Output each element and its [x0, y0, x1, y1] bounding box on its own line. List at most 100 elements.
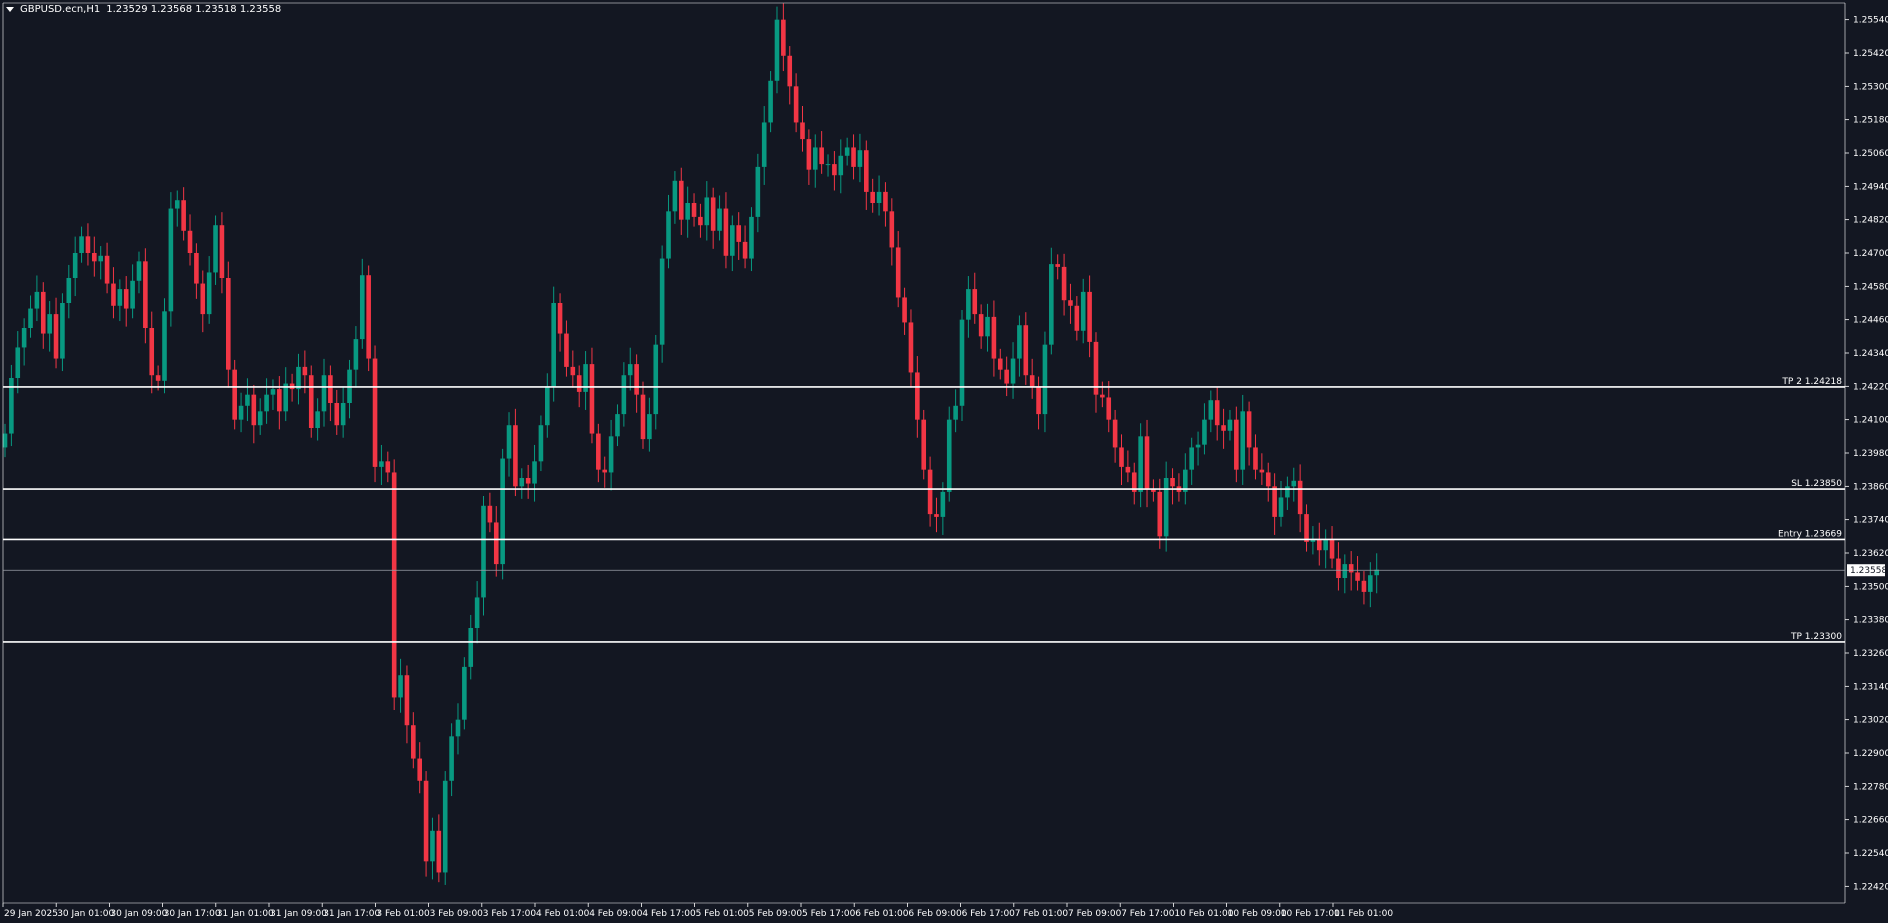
candle-body: [321, 375, 327, 412]
candle-body: [742, 241, 748, 259]
candle-body: [1068, 300, 1073, 306]
candle-body: [902, 297, 907, 323]
candle-body: [800, 122, 805, 140]
candle-body: [47, 314, 52, 334]
candle-body: [1342, 564, 1348, 578]
candle-body: [608, 436, 614, 473]
candle-body: [653, 344, 659, 415]
candle-body: [436, 830, 442, 873]
candle-body: [538, 425, 544, 462]
candle-body: [270, 389, 276, 395]
candle-body: [117, 289, 123, 306]
candle-body: [359, 275, 365, 340]
candle-body: [455, 719, 461, 737]
candle-body: [710, 197, 716, 231]
candle-body: [659, 258, 665, 345]
candle-body: [1310, 539, 1316, 542]
time-tick-label: 31 Jan 17:00: [323, 909, 380, 919]
candle-body: [870, 191, 875, 203]
price-tick-label: 1.23860: [1853, 482, 1888, 492]
candle-body: [98, 255, 103, 262]
candle-body: [876, 191, 882, 203]
candle-body: [615, 414, 620, 437]
candle-body: [353, 339, 359, 370]
candle-body: [1221, 425, 1226, 431]
candle-body: [583, 364, 588, 392]
price-tick-label: 1.22660: [1853, 816, 1888, 826]
candle-body: [1023, 325, 1029, 376]
price-tick-label: 1.25540: [1853, 16, 1888, 26]
candle-body: [1119, 447, 1124, 467]
candle-body: [1253, 447, 1258, 470]
candle-body: [953, 405, 958, 420]
candle-body: [883, 191, 888, 212]
candle-body: [819, 147, 824, 165]
time-tick-label: 5 Feb 01:00: [696, 909, 750, 919]
candle-body: [398, 675, 403, 698]
candle-body: [66, 278, 72, 303]
candle-body: [238, 405, 244, 420]
levels-layer[interactable]: TP 2 1.24218 SL 1.23850 Entry 1.23669 TP 1.…: [3, 377, 1845, 643]
candle-body: [449, 736, 454, 781]
candle-body: [506, 425, 512, 459]
time-tick-label: 10 Feb 17:00: [1281, 909, 1340, 919]
candle-body: [423, 780, 429, 862]
candle-body: [978, 314, 984, 337]
candle-body: [1304, 514, 1309, 542]
candle-body: [634, 364, 639, 395]
price-tick-label: 1.23020: [1853, 716, 1888, 726]
candle-body: [1285, 486, 1290, 498]
candle-body: [206, 272, 212, 315]
price-axis[interactable]: 1.22420 1.22540 1.22660 1.22780 1.22900 1.230…: [1845, 16, 1888, 893]
time-tick-label: 6 Feb 17:00: [962, 909, 1016, 919]
price-tick-label: 1.24940: [1853, 182, 1888, 192]
candle-body: [1336, 558, 1341, 578]
time-tick-label: 31 Jan 09:00: [270, 909, 327, 919]
time-tick-label: 11 Feb 01:00: [1334, 909, 1393, 919]
candle-body: [940, 491, 946, 517]
time-tick-label: 29 Jan 2025: [4, 909, 58, 919]
candle-body: [704, 197, 710, 226]
candle-body: [226, 278, 231, 370]
candle-body: [123, 289, 129, 309]
candle-body: [812, 147, 818, 170]
time-tick-label: 7 Feb 09:00: [1068, 909, 1122, 919]
candle-body: [493, 522, 499, 565]
candle-body: [1049, 264, 1054, 345]
candle-body: [130, 280, 135, 309]
price-tick-label: 1.24820: [1853, 216, 1888, 226]
candle-body: [79, 236, 84, 253]
candle-body: [946, 419, 952, 492]
candle-body: [1036, 386, 1041, 415]
time-tick-label: 31 Jan 01:00: [217, 909, 274, 919]
candle-body: [959, 319, 965, 406]
candle-body: [1157, 491, 1163, 537]
dropdown-triangle-icon[interactable]: [6, 7, 14, 12]
candle-body: [487, 505, 493, 523]
candle-body: [174, 200, 180, 209]
candle-body: [28, 308, 33, 328]
candle-body: [1278, 497, 1284, 517]
candle-body: [832, 164, 837, 176]
level-label: TP 1.23300: [1790, 632, 1842, 642]
candle-body: [749, 216, 754, 259]
candle-body: [678, 180, 684, 220]
price-tick-label: 1.24340: [1853, 349, 1888, 359]
candle-body: [736, 225, 741, 242]
candle-body: [340, 403, 346, 426]
candle-body: [181, 200, 186, 231]
candle-body: [513, 425, 518, 487]
candle-body: [251, 394, 257, 426]
candle-body: [1227, 419, 1233, 431]
candle-body: [761, 122, 767, 167]
candle-body: [717, 208, 722, 231]
candle-body: [1144, 436, 1150, 490]
candle-body: [997, 358, 1003, 370]
level-label: SL 1.23850: [1791, 479, 1842, 489]
candle-body: [691, 203, 697, 217]
candle-body: [1348, 564, 1354, 573]
current-price-box: [1847, 564, 1885, 577]
candle-body: [9, 378, 14, 434]
